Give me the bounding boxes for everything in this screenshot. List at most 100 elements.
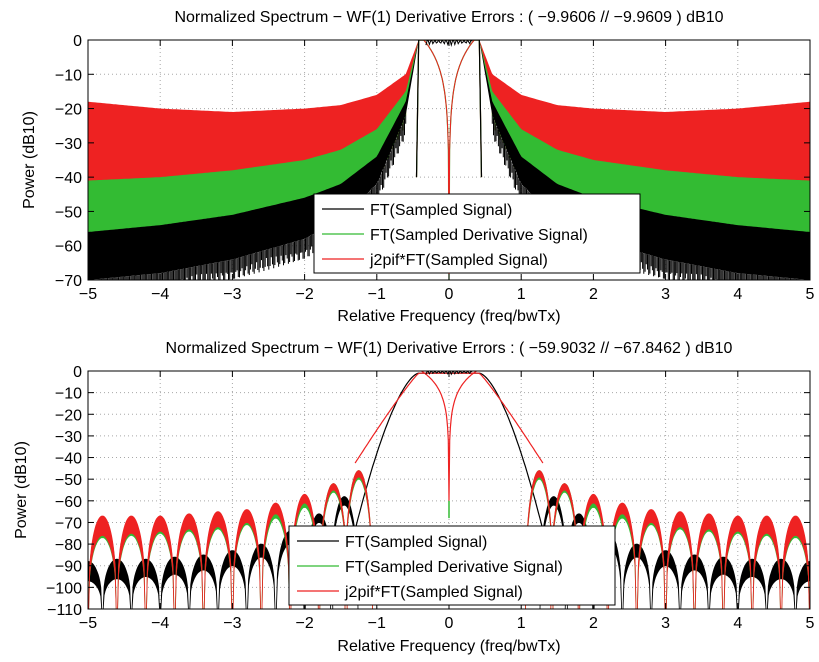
y-tick-label: −40 bbox=[55, 170, 82, 187]
x-tick-label: 0 bbox=[445, 286, 454, 303]
j2pif-notch bbox=[421, 371, 477, 501]
series-band bbox=[479, 40, 810, 246]
sidelobe bbox=[189, 554, 218, 609]
series-j2pif-ft-sampled-signal- bbox=[88, 470, 810, 609]
x-tick-label: 5 bbox=[806, 615, 815, 632]
x-tick-label: 4 bbox=[733, 286, 742, 303]
x-tick-label: −3 bbox=[223, 615, 241, 632]
sidelobe bbox=[651, 550, 680, 609]
y-tick-label: 0 bbox=[73, 33, 82, 50]
sidelobe bbox=[146, 515, 175, 609]
y-tick-label: −90 bbox=[55, 559, 82, 576]
sidelobe bbox=[723, 515, 752, 609]
x-tick-label: 0 bbox=[445, 615, 454, 632]
sidelobe bbox=[738, 558, 767, 609]
y-tick-label: −80 bbox=[55, 537, 82, 554]
y-axis-label: Power (dB10) bbox=[21, 111, 38, 209]
y-tick-label: −20 bbox=[55, 407, 82, 424]
y-tick-label: −40 bbox=[55, 451, 82, 468]
top-chart-panel: −5 −4 −3 −2 −1 0 1 2 3 4 50−10−20−30−40−50−60−70No… bbox=[21, 9, 815, 325]
sidelobe bbox=[218, 550, 247, 609]
sidelobe bbox=[203, 511, 233, 609]
y-tick-label: −60 bbox=[55, 239, 82, 256]
sidelobe bbox=[247, 543, 276, 609]
sidelobe bbox=[579, 493, 608, 609]
y-tick-label: −110 bbox=[47, 602, 82, 619]
legend-box bbox=[313, 193, 641, 274]
sidelobe bbox=[102, 558, 131, 609]
x-tick-label: 1 bbox=[517, 615, 526, 632]
y-tick-label: −20 bbox=[55, 102, 82, 119]
sidelobe bbox=[88, 560, 103, 609]
x-tick-label: −5 bbox=[79, 286, 97, 303]
sidelobe bbox=[795, 560, 810, 609]
bottom-chart-panel: −5 −4 −3 −2 −1 0 1 2 3 4 50−10−20−30−40−50−60−70−8… bbox=[13, 340, 815, 655]
sidelobe bbox=[175, 513, 204, 609]
legend-label: FT(Sampled Derivative Signal) bbox=[345, 559, 563, 576]
sidelobe bbox=[608, 502, 637, 609]
sidelobe bbox=[525, 470, 554, 609]
j2pif-notch bbox=[423, 40, 475, 280]
x-tick-label: 5 bbox=[806, 286, 815, 303]
legend-label: FT(Sampled Signal) bbox=[370, 202, 512, 219]
legend-label: j2pif*FT(Sampled Signal) bbox=[344, 584, 523, 601]
y-tick-label: −30 bbox=[55, 429, 82, 446]
sidelobe bbox=[665, 511, 695, 609]
sidelobe bbox=[160, 556, 189, 609]
legend-label: j2pif*FT(Sampled Signal) bbox=[369, 252, 548, 269]
y-tick-label: −50 bbox=[55, 204, 82, 221]
sidelobe bbox=[622, 543, 651, 609]
x-tick-label: −3 bbox=[223, 286, 241, 303]
y-tick-label: −70 bbox=[55, 273, 82, 290]
legend-box bbox=[288, 525, 616, 606]
series-band bbox=[88, 40, 419, 246]
x-axis-label: Relative Frequency (freq/bwTx) bbox=[337, 308, 560, 325]
y-axis-label: Power (dB10) bbox=[13, 441, 30, 539]
sidelobe bbox=[781, 515, 810, 609]
sidelobe bbox=[261, 502, 290, 609]
sidelobe bbox=[709, 556, 738, 609]
x-tick-label: 3 bbox=[661, 286, 670, 303]
x-tick-label: −5 bbox=[79, 615, 97, 632]
sidelobe bbox=[290, 493, 319, 609]
legend: FT(Sampled Signal) FT(Sampled Derivative … bbox=[288, 525, 616, 606]
y-tick-label: −70 bbox=[55, 515, 82, 532]
chart-title: Normalized Spectrum − WF(1) Derivative E… bbox=[174, 9, 723, 26]
x-tick-label: 2 bbox=[589, 286, 598, 303]
x-tick-label: 3 bbox=[661, 615, 670, 632]
sidelobe bbox=[319, 483, 348, 609]
legend-label: FT(Sampled Derivative Signal) bbox=[370, 227, 588, 244]
x-tick-label: −2 bbox=[295, 615, 313, 632]
legend-label: FT(Sampled Signal) bbox=[345, 534, 487, 551]
y-tick-label: −60 bbox=[55, 494, 82, 511]
sidelobe bbox=[680, 554, 709, 609]
x-tick-label: −1 bbox=[368, 286, 386, 303]
legend: FT(Sampled Signal) FT(Sampled Derivative … bbox=[313, 193, 641, 274]
sidelobe bbox=[117, 515, 146, 609]
x-tick-label: 2 bbox=[589, 615, 598, 632]
sidelobe bbox=[637, 509, 666, 609]
x-tick-label: −4 bbox=[151, 286, 169, 303]
sidelobe bbox=[550, 483, 579, 609]
y-tick-label: 0 bbox=[73, 364, 82, 381]
x-tick-label: −1 bbox=[368, 615, 386, 632]
x-tick-label: −2 bbox=[295, 286, 313, 303]
x-tick-label: 1 bbox=[517, 286, 526, 303]
sidelobe bbox=[752, 515, 781, 609]
sidelobe bbox=[694, 513, 723, 609]
sidelobe bbox=[232, 509, 261, 609]
y-tick-label: −10 bbox=[55, 386, 82, 403]
sidelobe bbox=[88, 515, 117, 609]
chart-title: Normalized Spectrum − WF(1) Derivative E… bbox=[166, 340, 733, 357]
x-axis-label: Relative Frequency (freq/bwTx) bbox=[337, 638, 560, 655]
y-tick-label: −100 bbox=[46, 580, 82, 597]
x-tick-label: −4 bbox=[151, 615, 169, 632]
x-tick-label: 4 bbox=[733, 615, 742, 632]
y-tick-label: −30 bbox=[55, 136, 82, 153]
sidelobe bbox=[344, 470, 373, 609]
y-tick-label: −50 bbox=[55, 472, 82, 489]
sidelobe bbox=[131, 558, 160, 609]
y-tick-label: −10 bbox=[55, 67, 82, 84]
sidelobe bbox=[767, 558, 796, 609]
